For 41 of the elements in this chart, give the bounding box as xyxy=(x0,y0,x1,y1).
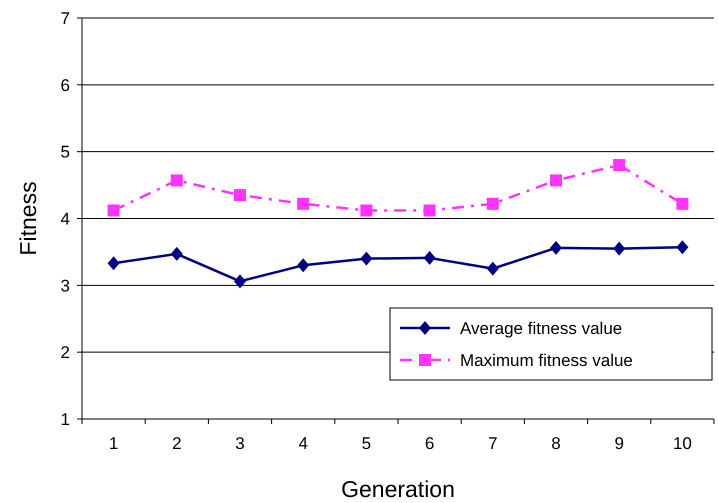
point xyxy=(486,262,499,276)
point xyxy=(550,240,562,255)
point xyxy=(234,274,246,288)
legend-label: Average fitness value xyxy=(460,318,622,338)
point xyxy=(486,198,499,210)
point xyxy=(170,246,183,261)
x-tick-label: 7 xyxy=(488,434,498,453)
x-tick-label: 1 xyxy=(108,434,118,453)
point xyxy=(360,252,372,266)
x-tick-label: 6 xyxy=(424,434,434,453)
point xyxy=(108,204,120,216)
y-axis-title: Fitness xyxy=(15,181,41,256)
point xyxy=(424,204,436,216)
point xyxy=(170,174,183,186)
x-tick-label: 5 xyxy=(362,434,372,453)
x-tick-label: 2 xyxy=(172,434,182,453)
point xyxy=(613,242,626,256)
x-axis-title: Generation xyxy=(341,476,455,502)
y-tick-label: 1 xyxy=(60,410,70,429)
y-tick-label: 5 xyxy=(60,142,70,162)
point xyxy=(297,258,310,272)
y-tick-label: 6 xyxy=(60,76,70,95)
x-tick-label: 8 xyxy=(551,434,561,453)
point xyxy=(297,198,310,210)
point xyxy=(234,189,246,202)
point xyxy=(424,250,436,265)
x-tick-label: 9 xyxy=(614,434,624,453)
y-tick-label: 3 xyxy=(60,276,70,296)
x-tick-label: 4 xyxy=(298,434,308,453)
x-tick-label: 3 xyxy=(235,434,245,453)
point xyxy=(108,256,120,270)
x-tick-label: 10 xyxy=(672,434,692,453)
point xyxy=(360,204,372,216)
point xyxy=(613,159,626,172)
point xyxy=(676,240,688,254)
legend-label: Maximum fitness value xyxy=(460,350,633,370)
point xyxy=(550,174,562,186)
y-tick-label: 4 xyxy=(60,209,70,228)
point xyxy=(676,198,688,210)
y-tick-label: 7 xyxy=(60,8,70,28)
y-tick-label: 2 xyxy=(60,343,70,362)
